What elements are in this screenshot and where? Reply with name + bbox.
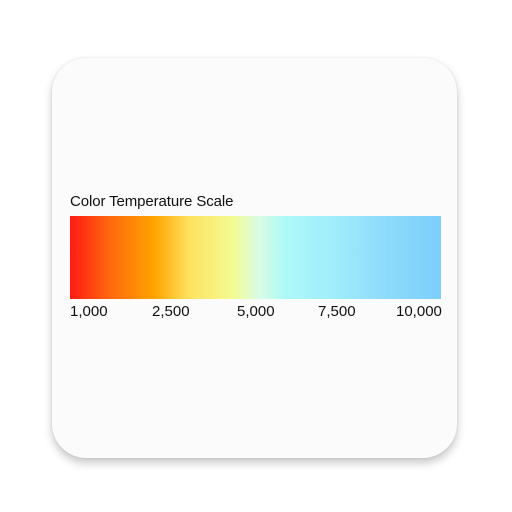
tick-label-5000: 5,000 xyxy=(237,303,275,320)
color-temperature-gradient-bar xyxy=(70,216,441,299)
tick-label-2500: 2,500 xyxy=(152,303,190,320)
tick-label-10000: 10,000 xyxy=(396,303,442,320)
scale-title: Color Temperature Scale xyxy=(70,193,234,210)
tick-label-1000: 1,000 xyxy=(70,303,108,320)
tick-label-7500: 7,500 xyxy=(318,303,356,320)
